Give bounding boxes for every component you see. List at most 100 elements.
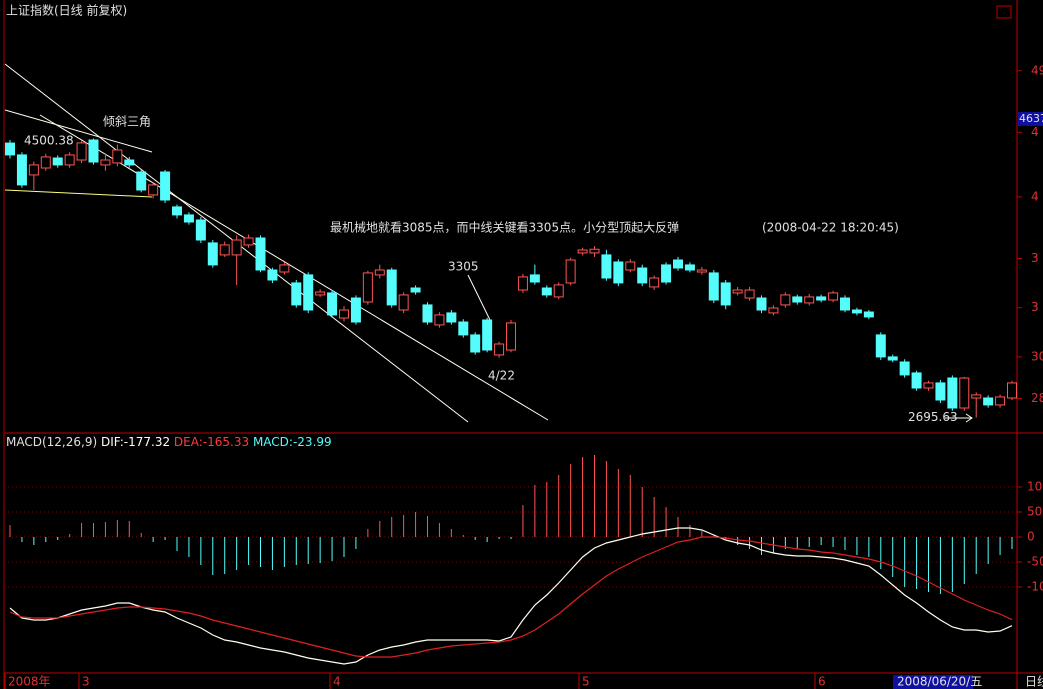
y-tick-label: 49 <box>1031 63 1043 77</box>
annotation: 3305 <box>448 260 479 274</box>
low-label: 2695.63 <box>908 410 958 424</box>
candle-body <box>255 237 266 271</box>
candle-body <box>267 269 278 281</box>
candle-body <box>482 319 493 351</box>
candle-body <box>136 171 147 191</box>
candle-body <box>195 219 206 241</box>
candle-body <box>470 334 481 353</box>
candle-body <box>851 309 862 314</box>
candle-body <box>374 269 385 276</box>
candle-body <box>589 248 600 254</box>
candle-body <box>565 259 576 284</box>
candle-body <box>160 171 171 201</box>
period-label[interactable]: 日线 <box>1025 675 1043 689</box>
candle-body <box>398 294 409 311</box>
candle-body <box>458 321 469 336</box>
y-tick-label: 30 <box>1031 349 1043 363</box>
candle-body <box>88 139 99 163</box>
candle-body <box>386 269 397 306</box>
candle-body <box>28 164 39 176</box>
candle-body <box>76 142 87 161</box>
date-label: 2008年 <box>8 675 51 689</box>
legend-title: MACD(12,26,9) <box>6 435 97 449</box>
candle-body <box>231 239 242 256</box>
candle-body <box>625 261 636 271</box>
cursor-price-box <box>1018 111 1043 126</box>
macd-line <box>9 527 1013 665</box>
annotation: 最机械地就看3085点，而中线关键看3305点。小分型顶起大反弹 <box>330 220 679 235</box>
triangle-line <box>4 109 153 153</box>
annotation: 倾斜三角 <box>103 115 151 129</box>
y-tick-label: 3 <box>1031 300 1039 314</box>
candle-body <box>219 244 230 256</box>
candle-body <box>422 304 433 323</box>
candle-body <box>553 284 564 298</box>
candle-body <box>756 297 767 311</box>
legend-value: -165.33 <box>203 435 249 449</box>
candle-body <box>684 264 695 271</box>
candle-body <box>183 214 194 223</box>
pointer-line <box>467 274 491 321</box>
annotation: 4/22 <box>488 369 515 383</box>
candle-body <box>840 297 850 311</box>
window-icon[interactable] <box>996 5 1012 19</box>
high-label: 4500.38 <box>24 133 74 147</box>
candle-body <box>971 394 982 399</box>
candle-body <box>1007 382 1017 399</box>
legend-value: -23.99 <box>293 435 332 449</box>
candle-body <box>673 259 683 269</box>
y-tick-label: 3 <box>1031 251 1039 265</box>
legend-label: DEA: <box>174 435 203 449</box>
y-tick-label: 4 <box>1031 125 1039 139</box>
candle-body <box>5 142 15 156</box>
candle-body <box>362 272 373 303</box>
candle-body <box>923 382 934 389</box>
candle-body <box>148 184 159 196</box>
arrow-head <box>965 413 973 423</box>
candle-body <box>350 297 361 323</box>
candle-body <box>446 312 457 323</box>
candle-body <box>64 154 75 166</box>
candle-body <box>887 356 898 361</box>
candle-body <box>243 237 254 246</box>
y-tick-label: 50 <box>1027 505 1042 519</box>
candle-body <box>732 289 743 294</box>
candle-body <box>959 377 970 409</box>
y-tick-label: -50 <box>1027 555 1043 569</box>
candle-body <box>16 154 27 186</box>
channel-line <box>39 114 549 421</box>
candle-body <box>506 322 516 351</box>
candle-body <box>995 396 1006 406</box>
candle-body <box>410 287 421 293</box>
legend-label: DIF: <box>101 435 124 449</box>
candle-body <box>911 372 922 389</box>
date-label: 5 <box>582 675 590 689</box>
candle-body <box>780 294 791 306</box>
candle-body <box>124 159 135 166</box>
candle-body <box>828 292 839 301</box>
cursor-date-box <box>893 675 973 689</box>
candle-body <box>947 377 958 409</box>
cursor-price: 4637 <box>1019 112 1043 125</box>
y-tick-label: 28 <box>1031 391 1043 405</box>
candle-body <box>434 314 445 326</box>
y-tick-label: -10 <box>1027 580 1043 594</box>
candle-body <box>708 272 719 301</box>
candle-body <box>517 276 528 291</box>
triangle-line <box>4 189 153 198</box>
candle-body <box>541 287 552 296</box>
cursor-date: 2008/06/20/五 <box>897 675 982 689</box>
date-label: 3 <box>82 675 90 689</box>
candle-body <box>613 261 624 284</box>
candle-body <box>172 206 182 216</box>
legend-label: MACD: <box>253 435 293 449</box>
y-tick-label: 10 <box>1027 480 1042 494</box>
candle-body <box>303 274 314 311</box>
y-tick-label: 0 <box>1027 530 1035 544</box>
legend-value: -177.32 <box>124 435 170 449</box>
candle-body <box>112 149 123 164</box>
candle-body <box>40 156 51 169</box>
candle-body <box>315 291 326 296</box>
